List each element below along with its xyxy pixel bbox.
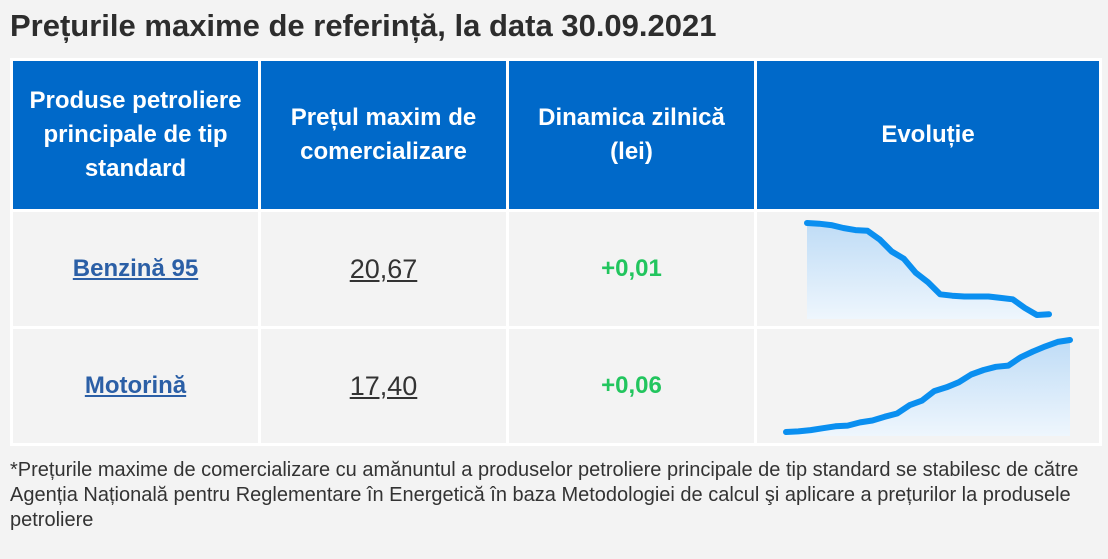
product-link-benzina-95[interactable]: Benzină 95 bbox=[72, 255, 199, 282]
change-cell: +0,06 bbox=[506, 326, 757, 446]
price-cell: 20,67 bbox=[258, 209, 509, 329]
price-value-benzina-95[interactable]: 20,67 bbox=[349, 253, 418, 284]
price-value-motorina[interactable]: 17,40 bbox=[349, 370, 418, 401]
footnote: *Prețurile maxime de comercializare cu a… bbox=[10, 459, 1079, 531]
sparkline-motorina bbox=[783, 337, 1073, 436]
table-header-row: Produse petroliere principale de tip sta… bbox=[10, 58, 1102, 212]
daily-change-benzina-95: +0,01 bbox=[601, 255, 662, 282]
table-row: Motorină 17,40 +0,06 bbox=[10, 326, 1102, 446]
column-header-trend: Evoluție bbox=[754, 58, 1102, 212]
price-cell: 17,40 bbox=[258, 326, 509, 446]
sparkline-benzina-95 bbox=[804, 220, 1052, 319]
page-title: Prețurile maxime de referință, la data 3… bbox=[10, 8, 717, 43]
table-row: Benzină 95 20,67 +0,01 bbox=[10, 209, 1102, 329]
product-link-motorina[interactable]: Motorină bbox=[84, 372, 187, 399]
sparkline-line-motorina bbox=[783, 337, 1073, 435]
daily-change-motorina: +0,06 bbox=[601, 372, 662, 399]
trend-cell bbox=[754, 209, 1102, 329]
column-header-product: Produse petroliere principale de tip sta… bbox=[10, 58, 261, 212]
change-cell: +0,01 bbox=[506, 209, 757, 329]
sparkline-area-benzina-95 bbox=[807, 223, 1049, 319]
price-table: Produse petroliere principale de tip sta… bbox=[10, 58, 1102, 446]
trend-cell bbox=[754, 326, 1102, 446]
sparkline-line-benzina-95 bbox=[804, 220, 1052, 318]
product-cell: Motorină bbox=[10, 326, 261, 446]
sparkline-area-motorina bbox=[786, 340, 1070, 436]
column-header-change: Dinamica zilnică (lei) bbox=[506, 58, 757, 212]
column-header-price: Prețul maxim de comercializare bbox=[258, 58, 509, 212]
product-cell: Benzină 95 bbox=[10, 209, 261, 329]
